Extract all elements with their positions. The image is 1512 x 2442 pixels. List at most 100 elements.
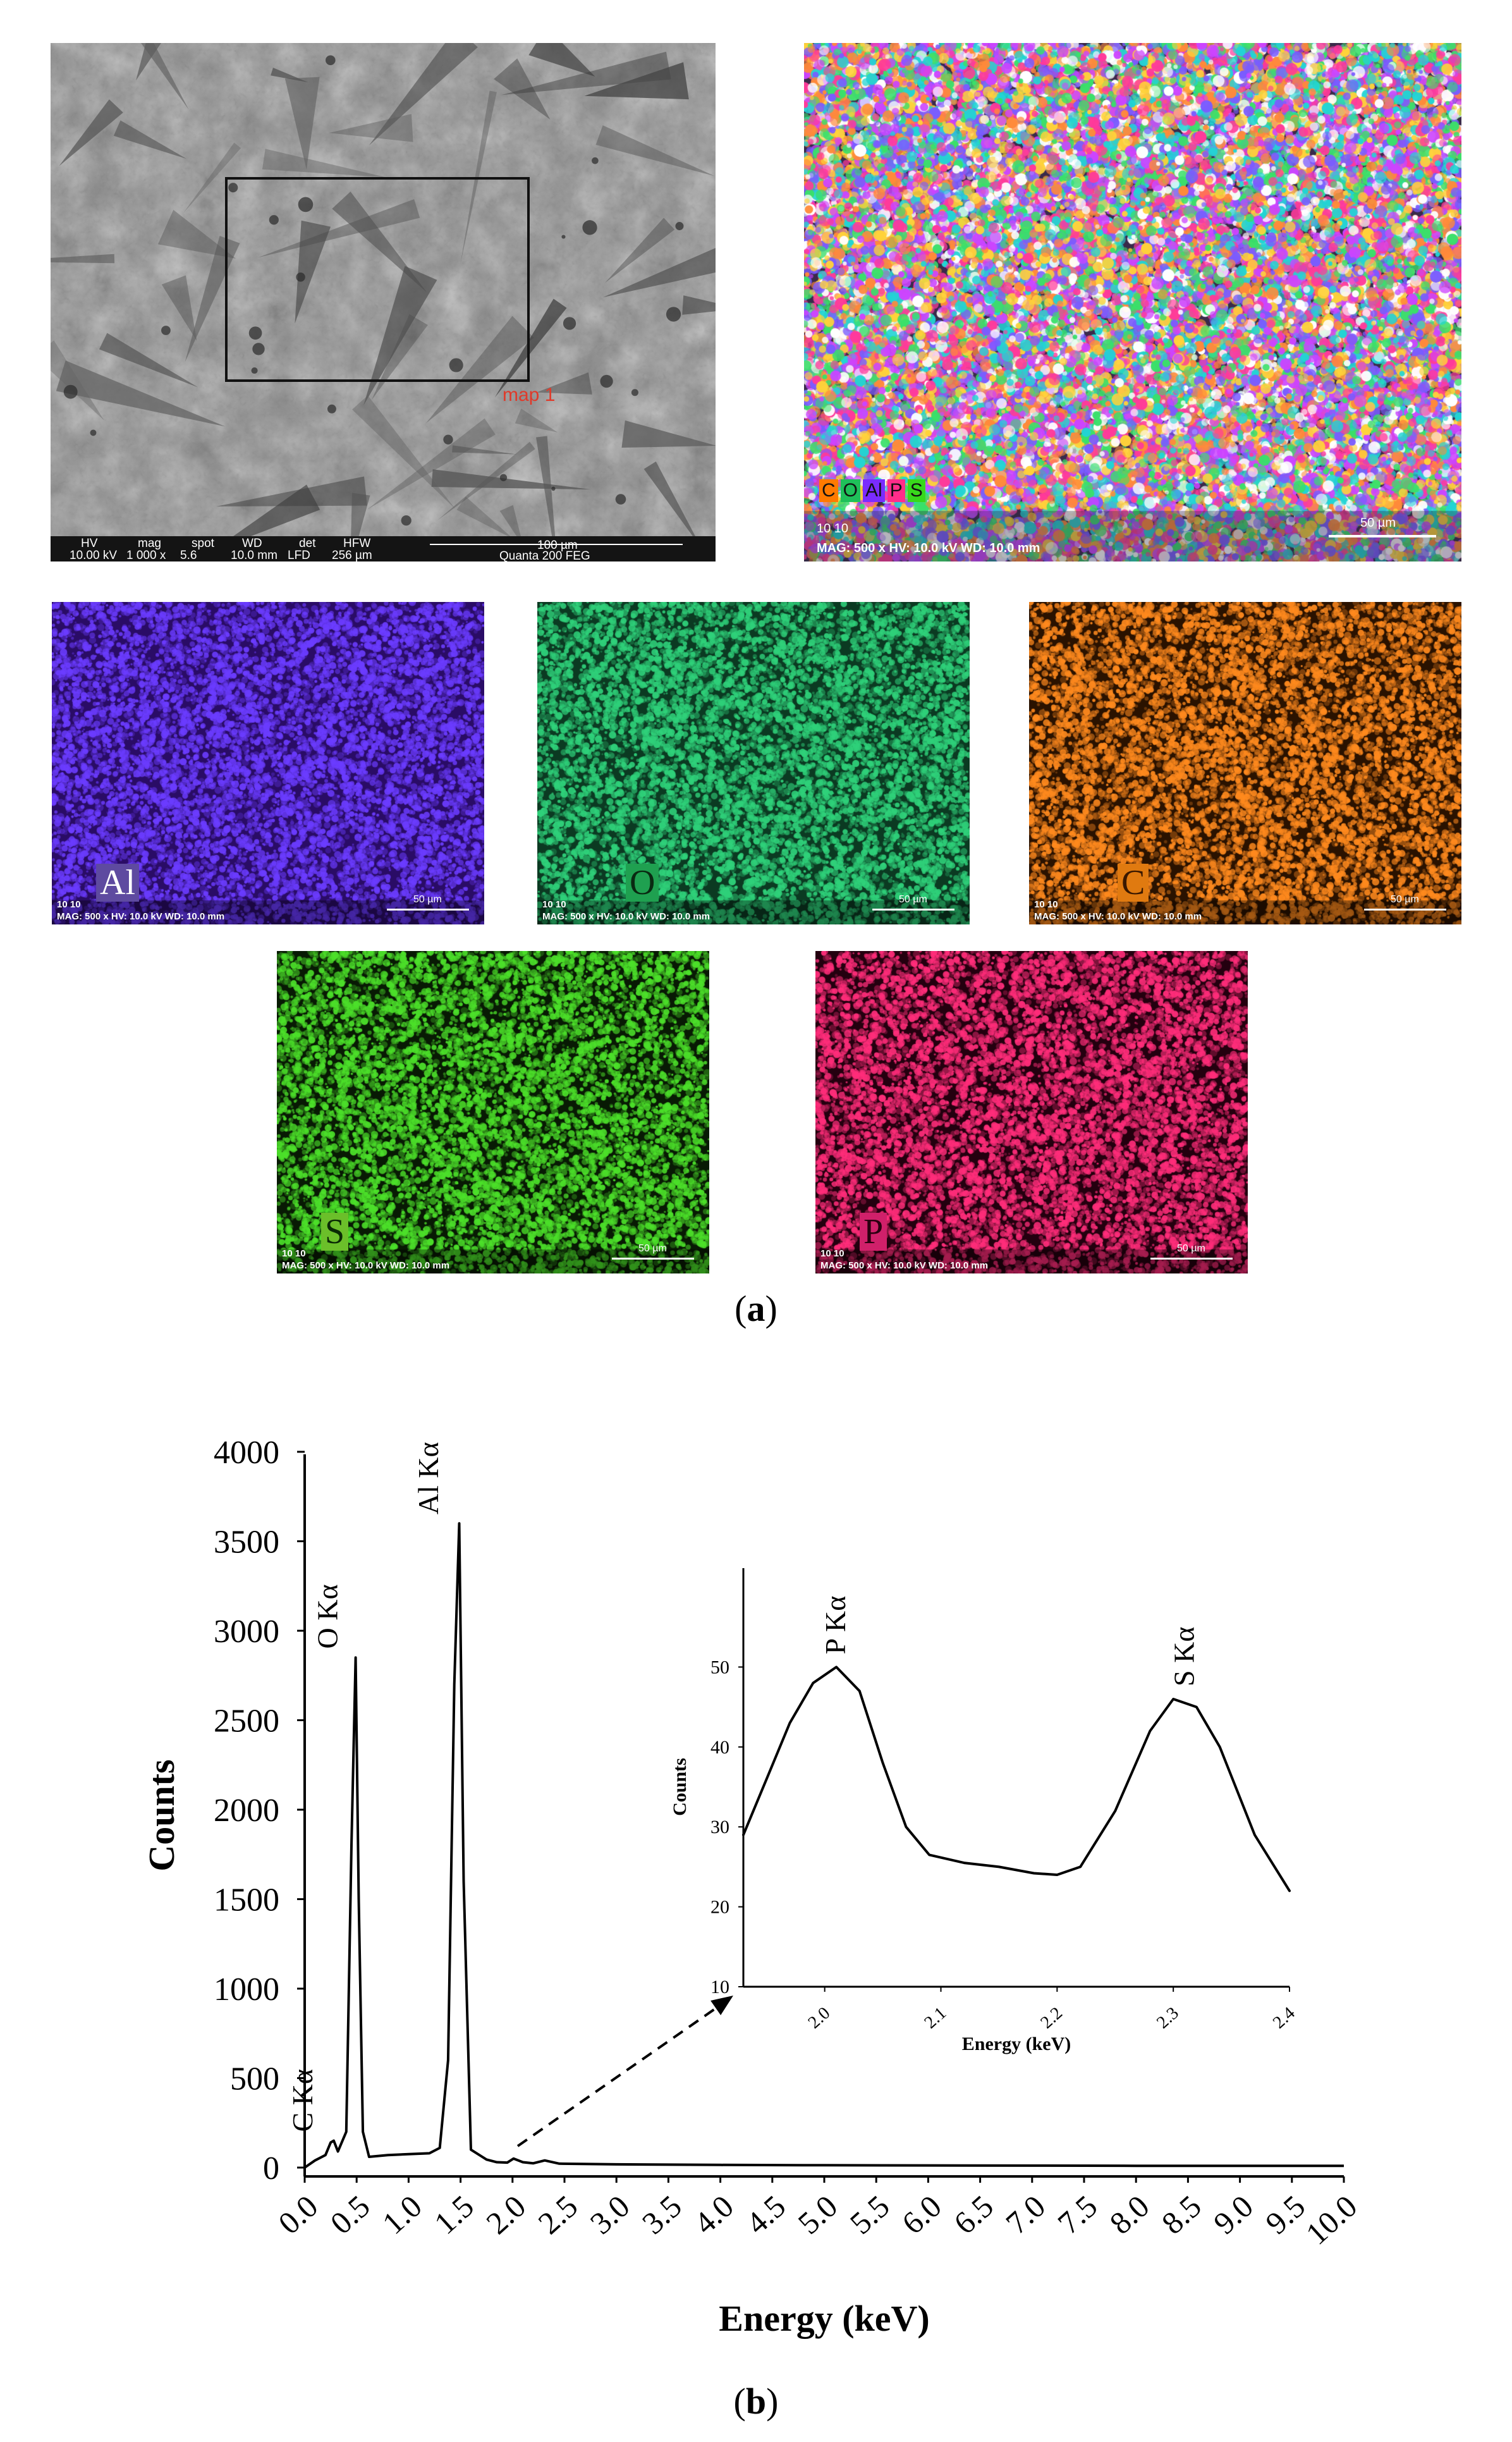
element-map-info: MAG: 500 x HV: 10.0 kV WD: 10.0 mm	[820, 1260, 989, 1271]
peak-label: O Kα	[311, 1584, 343, 1648]
inset-y-tick-label: 10	[710, 1977, 729, 1997]
sem-pore	[326, 55, 336, 66]
inset-y-tick-label: 50	[710, 1657, 729, 1678]
sem-phase-shape	[602, 248, 716, 298]
sem-pore	[251, 367, 258, 374]
overlay-legend-o: O	[840, 479, 861, 502]
sem-image-panel: map 1 HV 10.00 kV mag 1 000 x spot 5.6 WD 10.0 …	[51, 43, 716, 561]
element-map-sample-id: 10 10	[820, 1248, 844, 1259]
inset-x-tick-label: 2.3	[1153, 2003, 1183, 2032]
overlay-map	[804, 43, 1461, 561]
element-map-sample-id: 10 10	[542, 899, 566, 910]
inset-spectrum: 10 20 30 40 50 2.0 2.1 2.2 2.3 2.4 Energy (keV) Cou…	[669, 1568, 1299, 2054]
y-tick-label: 1000	[214, 1972, 279, 2008]
x-tick-label: 8.0	[1103, 2188, 1156, 2241]
sem-pore	[161, 326, 171, 335]
element-map-canvas	[277, 951, 709, 1273]
element-map-scale-text: 50 µm	[638, 1243, 667, 1254]
overlay-legend-p: P	[887, 479, 905, 502]
sem-pore	[269, 215, 279, 225]
sem-phase-shape	[271, 67, 308, 83]
x-tick-label: 9.5	[1259, 2188, 1312, 2241]
sem-phase-shape	[363, 266, 437, 405]
sem-phase-shape	[536, 372, 592, 395]
element-map-p: P 10 10 MAG: 500 x HV: 10.0 kV WD: 10.0 mm…	[815, 951, 1248, 1273]
x-tick-label: 7.5	[1051, 2188, 1104, 2241]
sem-phase-shape	[212, 484, 320, 551]
y-tick-label: 0	[263, 2151, 279, 2187]
sem-pore	[615, 494, 626, 505]
sem-phase-shape	[367, 418, 496, 510]
x-tick-label: 2.5	[531, 2188, 584, 2241]
inset-y-axis-label: Counts	[669, 1758, 690, 1816]
sem-phase-shape	[332, 191, 427, 293]
sem-phase-shape	[51, 254, 115, 264]
sem-phase-shape	[372, 314, 428, 400]
inset-spectrum-line	[742, 1666, 1291, 1893]
element-map-info: MAG: 500 x HV: 10.0 kV WD: 10.0 mm	[542, 911, 710, 922]
sem-phase-shape	[499, 505, 523, 546]
sem-phase-shape	[605, 218, 675, 283]
sem-info-value: 256 µm	[332, 549, 372, 561]
sem-pore	[551, 486, 556, 491]
sem-info-header: WD	[242, 537, 262, 550]
overlay-legend: C O Al P S	[819, 479, 925, 502]
element-map-label: C	[1118, 864, 1149, 902]
element-map-o: O 10 10 MAG: 500 x HV: 10.0 kV WD: 10.0 mm…	[537, 602, 970, 924]
sem-info-header: HFW	[343, 537, 370, 550]
sem-info-value: 10.00 kV	[70, 549, 117, 561]
inset-arrowhead	[710, 1996, 733, 2015]
element-map-c: C 10 10 MAG: 500 x HV: 10.0 kV WD: 10.0 mm…	[1029, 602, 1461, 924]
sem-phase-shape	[682, 295, 716, 315]
sem-info-header: HV	[81, 537, 98, 550]
element-map-scale-text: 50 µm	[1391, 894, 1419, 905]
inset-peak-label: P Kα	[819, 1596, 851, 1655]
sem-info-bar	[51, 536, 716, 561]
sem-pore	[582, 220, 597, 235]
sem-phase-shape	[157, 209, 236, 259]
element-map-scale-text: 50 µm	[1177, 1243, 1205, 1254]
sem-pore	[228, 183, 238, 193]
element-map-scale-text: 50 µm	[899, 894, 927, 905]
panel-a-caption: (a)	[735, 1288, 777, 1329]
sem-phase-shape	[494, 298, 567, 398]
x-tick-label: 3.0	[583, 2188, 637, 2241]
element-map-s: S 10 10 MAG: 500 x HV: 10.0 kV WD: 10.0 mm…	[277, 951, 709, 1273]
sem-info-header: mag	[138, 537, 161, 550]
y-tick-label: 500	[230, 2061, 279, 2097]
sem-instrument: Quanta 200 FEG	[499, 549, 590, 561]
element-map-canvas	[537, 602, 970, 924]
sem-pore	[327, 404, 336, 414]
element-map-scale-bar	[612, 1258, 694, 1260]
sem-phase-shape	[257, 199, 420, 258]
sem-pore	[666, 307, 681, 322]
x-tick-label: 6.0	[895, 2188, 948, 2241]
sem-info-value: 5.6	[180, 549, 197, 561]
sem-phase-shape	[141, 43, 189, 110]
sem-phase-shape	[494, 58, 551, 120]
sem-phase-shape	[216, 476, 367, 506]
x-tick-label: 7.0	[999, 2188, 1052, 2241]
inset-arrow	[516, 2002, 724, 2147]
sem-phase-shape	[431, 469, 591, 490]
sem-phase-shape	[621, 420, 716, 448]
sem-phase-shape	[584, 62, 689, 100]
panel-b-caption: (b)	[733, 2381, 779, 2422]
sem-info-value: 1 000 x	[126, 549, 166, 561]
sem-phase-shape	[295, 220, 331, 324]
sem-pore	[449, 358, 463, 372]
x-tick-label: 4.5	[739, 2188, 792, 2241]
sem-pore	[675, 222, 684, 231]
element-map-sample-id: 10 10	[57, 899, 81, 910]
element-map-canvas	[815, 951, 1248, 1273]
sem-phase-shape	[426, 316, 534, 424]
spectrum-line	[303, 1522, 1344, 2169]
sem-phase-shape	[59, 99, 123, 166]
overlay-sample-id: 10 10	[817, 522, 849, 536]
sem-pore	[63, 384, 78, 399]
y-tick-label: 4000	[214, 1435, 279, 1471]
x-tick-label: 9.0	[1207, 2188, 1260, 2241]
sem-phase-shape	[515, 408, 558, 433]
sem-pore	[499, 474, 508, 482]
